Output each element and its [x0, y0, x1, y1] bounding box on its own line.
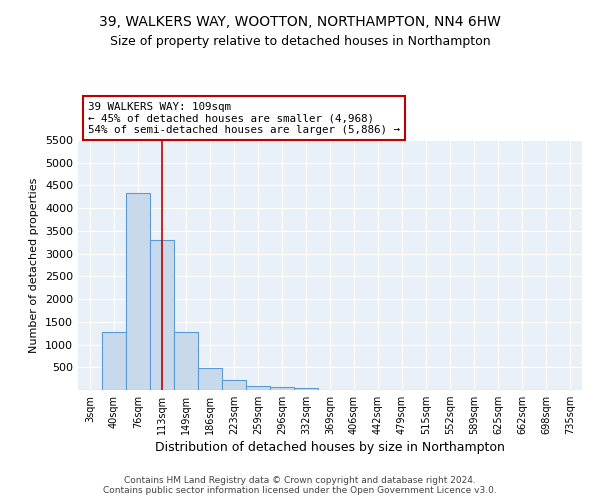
- Bar: [294, 388, 318, 390]
- Bar: [222, 380, 246, 390]
- Text: 39, WALKERS WAY, WOOTTON, NORTHAMPTON, NN4 6HW: 39, WALKERS WAY, WOOTTON, NORTHAMPTON, N…: [99, 15, 501, 29]
- Bar: [102, 332, 126, 390]
- Bar: [126, 192, 150, 390]
- X-axis label: Distribution of detached houses by size in Northampton: Distribution of detached houses by size …: [155, 442, 505, 454]
- Bar: [246, 386, 270, 390]
- Bar: [270, 388, 294, 390]
- Bar: [198, 368, 222, 390]
- Bar: [150, 240, 174, 390]
- Y-axis label: Number of detached properties: Number of detached properties: [29, 178, 40, 352]
- Text: 39 WALKERS WAY: 109sqm
← 45% of detached houses are smaller (4,968)
54% of semi-: 39 WALKERS WAY: 109sqm ← 45% of detached…: [88, 102, 400, 135]
- Text: Size of property relative to detached houses in Northampton: Size of property relative to detached ho…: [110, 35, 490, 48]
- Bar: [174, 332, 198, 390]
- Text: Contains HM Land Registry data © Crown copyright and database right 2024.
Contai: Contains HM Land Registry data © Crown c…: [103, 476, 497, 495]
